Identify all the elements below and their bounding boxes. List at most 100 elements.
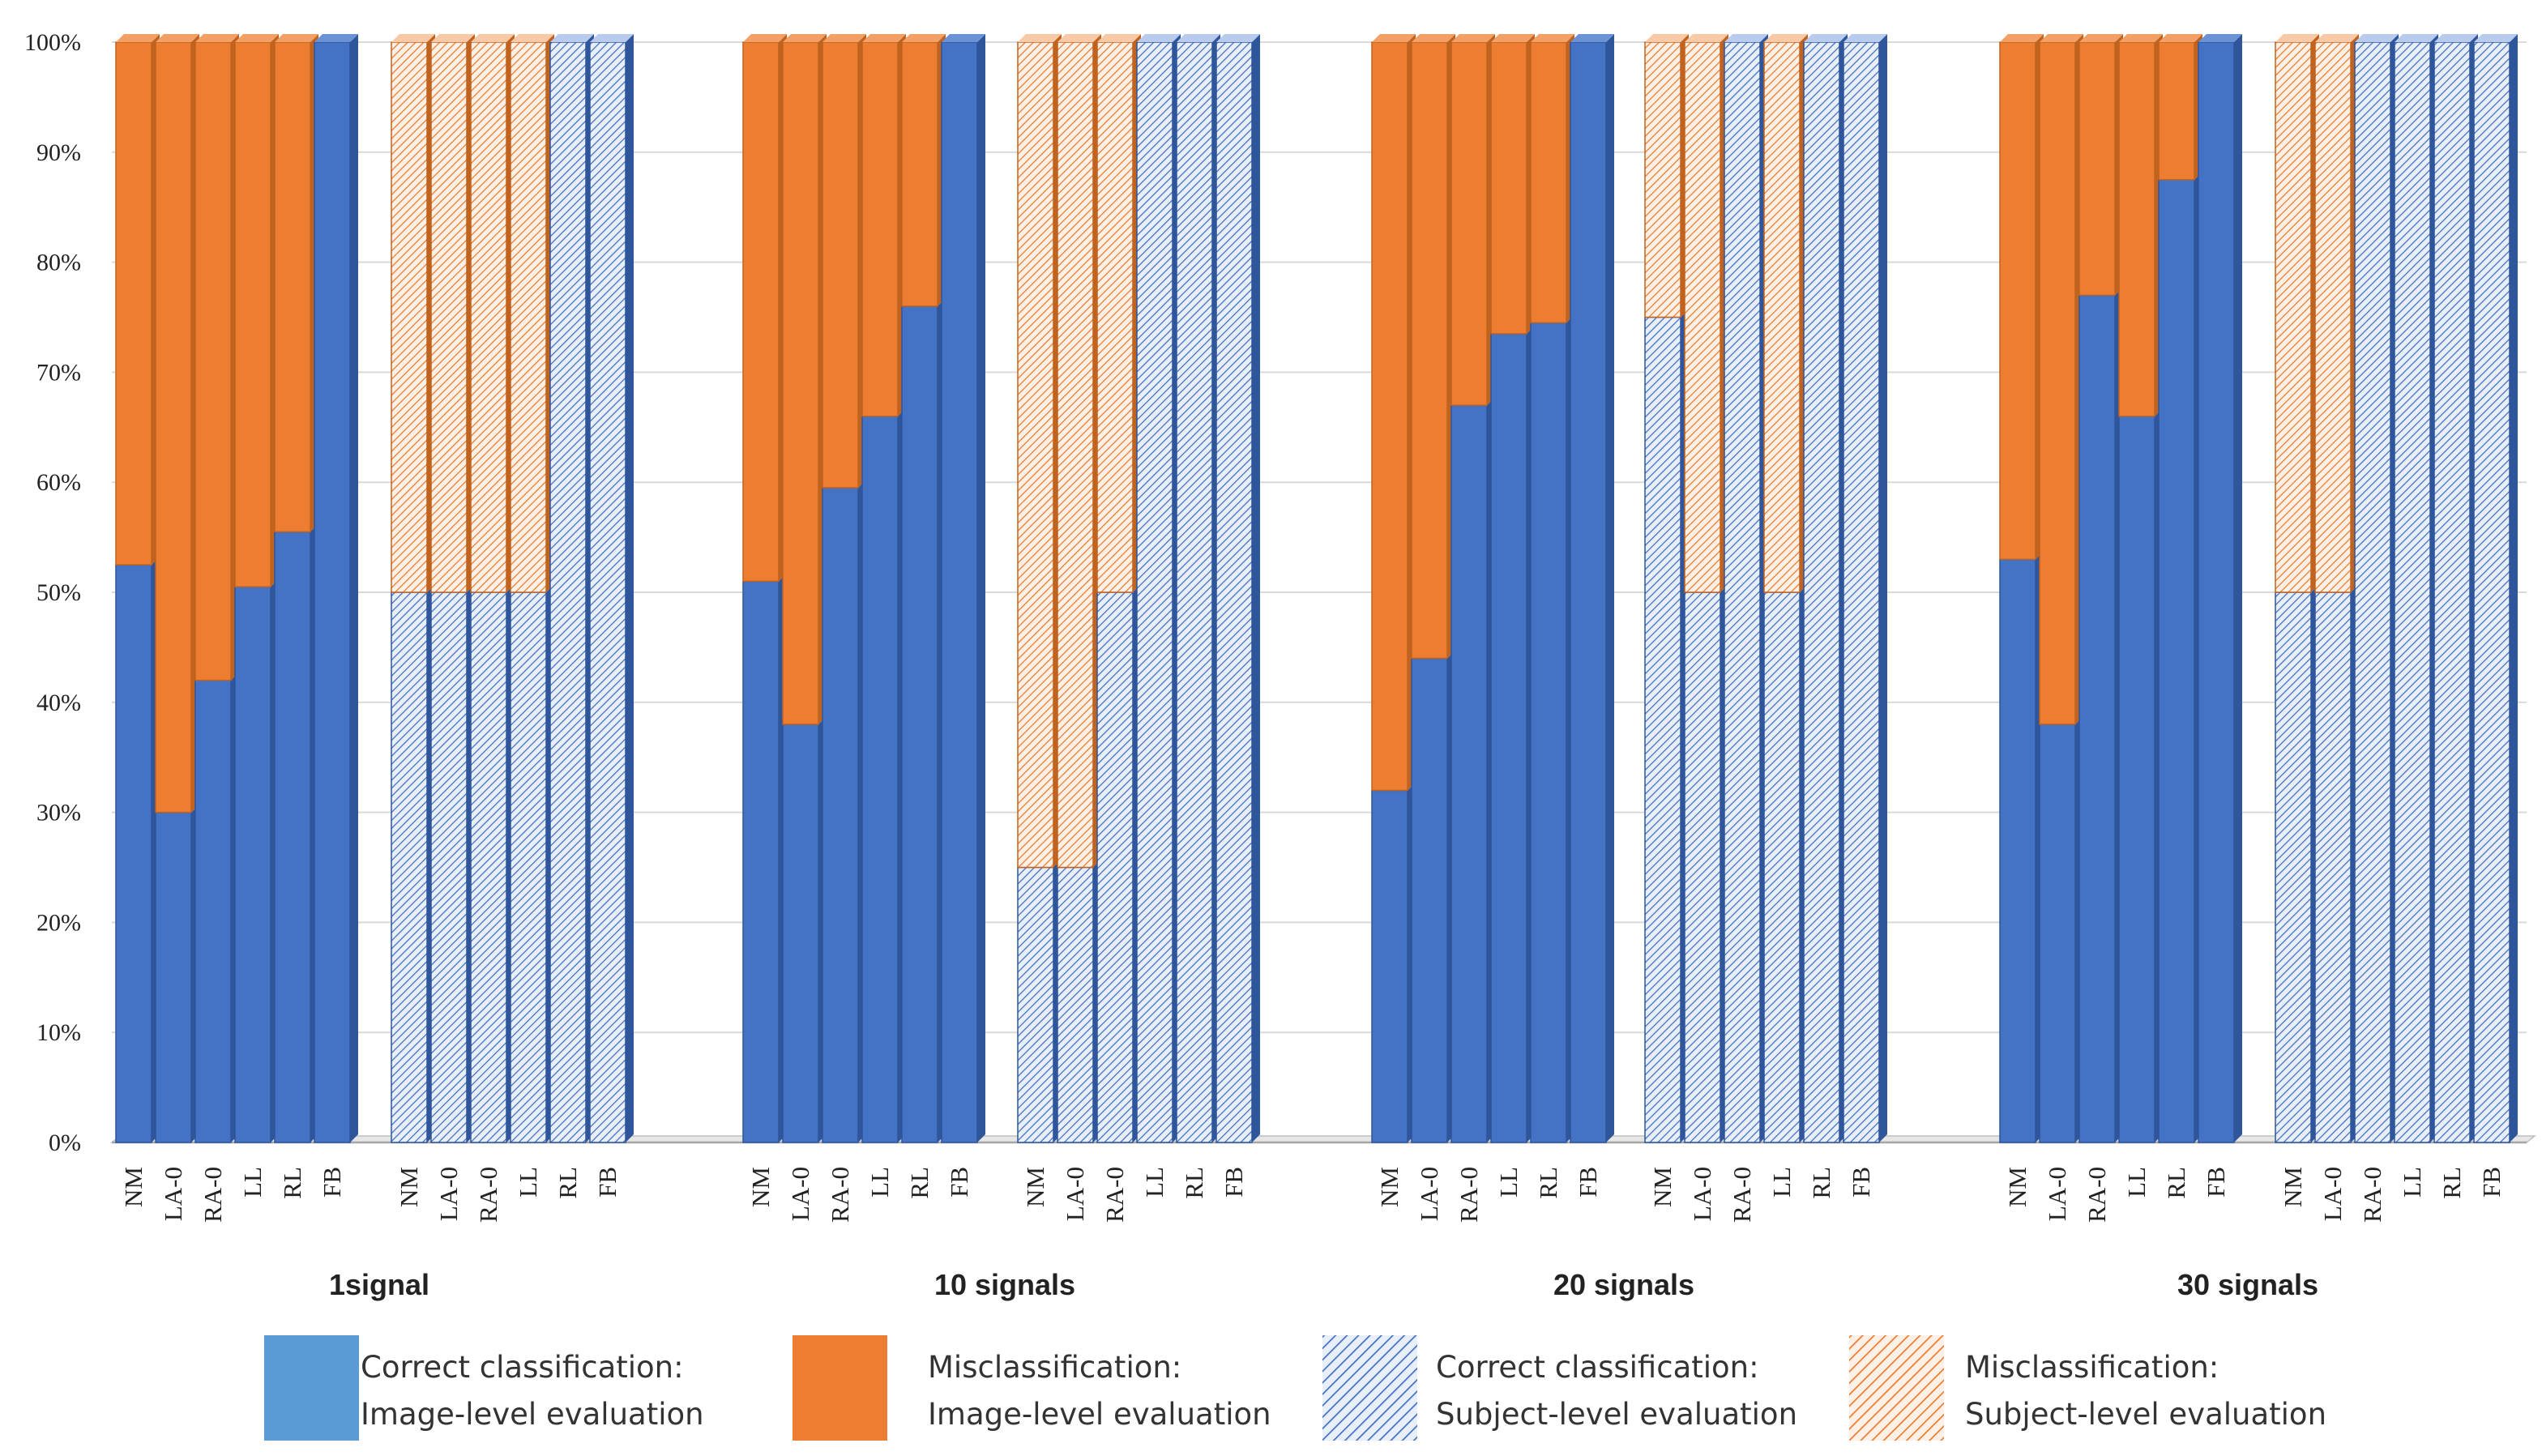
- bar-top: [2040, 34, 2083, 42]
- bar-top: [314, 34, 358, 42]
- x-category-label: RL: [1534, 1167, 1562, 1199]
- group-label: 10 signals: [934, 1268, 1075, 1301]
- bar-correct-segment: [314, 41, 351, 1143]
- bar-top: [590, 34, 634, 42]
- bar-correct-segment: [2394, 41, 2431, 1143]
- x-category-label: NM: [1021, 1167, 1049, 1207]
- bar-image-ra-0: [1450, 34, 1495, 1143]
- legend-swatch: [793, 1335, 887, 1441]
- bar-top: [2315, 34, 2359, 42]
- bar-correct-side: [350, 34, 358, 1142]
- bar-subject-rl: [1803, 34, 1848, 1143]
- bar-top: [2159, 34, 2202, 42]
- x-category-label: LL: [2122, 1167, 2151, 1198]
- bar-misclass-segment: [234, 41, 271, 587]
- bar-top: [902, 34, 946, 42]
- bar-top: [1137, 34, 1181, 42]
- bar-misclass-segment: [1644, 41, 1681, 318]
- bar-misclass-segment: [430, 41, 468, 593]
- bar-misclass-segment: [1684, 41, 1721, 593]
- bar-top: [2275, 34, 2319, 42]
- bar-top: [1216, 34, 1260, 42]
- bar-correct-segment: [1411, 657, 1448, 1143]
- bar-image-rl: [1530, 34, 1574, 1143]
- bar-correct-segment: [861, 415, 899, 1143]
- legend-label-line1: Correct classification:: [1436, 1350, 1759, 1385]
- bar-misclass-segment: [2275, 41, 2312, 593]
- bar-top: [2198, 34, 2242, 42]
- x-category-label: LA-0: [434, 1167, 463, 1221]
- bar-image-rl: [2158, 34, 2202, 1143]
- bar-top: [822, 34, 866, 42]
- x-category-label: LA-0: [1415, 1167, 1443, 1221]
- bar-correct-segment: [941, 41, 978, 1143]
- x-category-label: RL: [1807, 1167, 1835, 1199]
- bar-subject-ll: [2394, 34, 2438, 1143]
- x-category-label: RA-0: [1455, 1167, 1483, 1223]
- x-category-label: NM: [1375, 1167, 1403, 1207]
- x-category-label: LA-0: [786, 1167, 814, 1221]
- legend-swatch: [1849, 1335, 1944, 1441]
- bar-image-ll: [1490, 34, 1535, 1143]
- bar-subject-rl: [549, 34, 594, 1143]
- bar-top: [1570, 34, 1614, 42]
- bar-image-ll: [861, 34, 906, 1143]
- legend-label-line1: Correct classification:: [361, 1350, 684, 1385]
- bar-image-nm: [742, 34, 787, 1143]
- bar-correct-side: [1252, 34, 1260, 1142]
- x-category-label: LL: [2398, 1167, 2426, 1198]
- bar-correct-segment: [1215, 41, 1253, 1143]
- bar-image-rl: [274, 34, 318, 1143]
- bar-correct-segment: [782, 724, 819, 1143]
- x-category-label: RL: [553, 1167, 582, 1199]
- bar-correct-segment: [2314, 591, 2352, 1143]
- bar-top: [2355, 34, 2399, 42]
- bar-image-la-0: [155, 34, 199, 1143]
- bar-correct-segment: [2158, 179, 2195, 1143]
- bar-image-ll: [2118, 34, 2163, 1143]
- bar-misclass-segment: [274, 41, 311, 533]
- bar-subject-fb: [1843, 34, 1887, 1143]
- bar-correct-segment: [2354, 41, 2391, 1143]
- bar-correct-segment: [234, 586, 271, 1143]
- x-category-label: LL: [1140, 1167, 1168, 1198]
- bar-top: [275, 34, 318, 42]
- bar-subject-ra-0: [1724, 34, 1768, 1143]
- bar-top: [743, 34, 787, 42]
- bar-top: [1531, 34, 1574, 42]
- bar-top: [1412, 34, 1455, 42]
- bar-image-fb: [1570, 34, 1614, 1143]
- bar-misclass-segment: [742, 41, 780, 583]
- bar-correct-segment: [1843, 41, 1880, 1143]
- bar-misclass-segment: [470, 41, 507, 593]
- bar-correct-segment: [510, 591, 547, 1143]
- legend-label-line2: Image-level evaluation: [928, 1397, 1271, 1432]
- bar-misclass-segment: [510, 41, 547, 593]
- bar-subject-nm: [2275, 34, 2319, 1143]
- bar-image-fb: [941, 34, 985, 1143]
- x-category-label: LL: [865, 1167, 894, 1198]
- bar-misclass-segment: [1530, 41, 1567, 324]
- bar-top: [235, 34, 279, 42]
- bar-top: [195, 34, 239, 42]
- x-category-label: RA-0: [1728, 1167, 1756, 1223]
- group-labels: 1signal 10 signals 20 signals 30 signals: [329, 1268, 2318, 1301]
- bar-correct-segment: [1530, 322, 1567, 1143]
- bar-top: [1764, 34, 1808, 42]
- legend-label-line2: Subject-level evaluation: [1965, 1397, 2326, 1432]
- bar-top: [1372, 34, 1416, 42]
- bar-correct-segment: [2473, 41, 2510, 1143]
- x-category-label: RL: [2437, 1167, 2466, 1199]
- bar-top: [431, 34, 475, 42]
- bar-misclass-segment: [2118, 41, 2155, 417]
- bar-top: [2119, 34, 2163, 42]
- bar-top: [1685, 34, 1728, 42]
- y-tick-label: 30%: [36, 800, 81, 826]
- bar-correct-segment: [2198, 41, 2235, 1143]
- bar-top: [1097, 34, 1141, 42]
- bar-subject-la-0: [1057, 34, 1101, 1143]
- x-category-label: FB: [2202, 1167, 2230, 1198]
- x-category-label: NM: [2003, 1167, 2031, 1207]
- bar-top: [156, 34, 199, 42]
- bar-misclass-segment: [901, 41, 938, 307]
